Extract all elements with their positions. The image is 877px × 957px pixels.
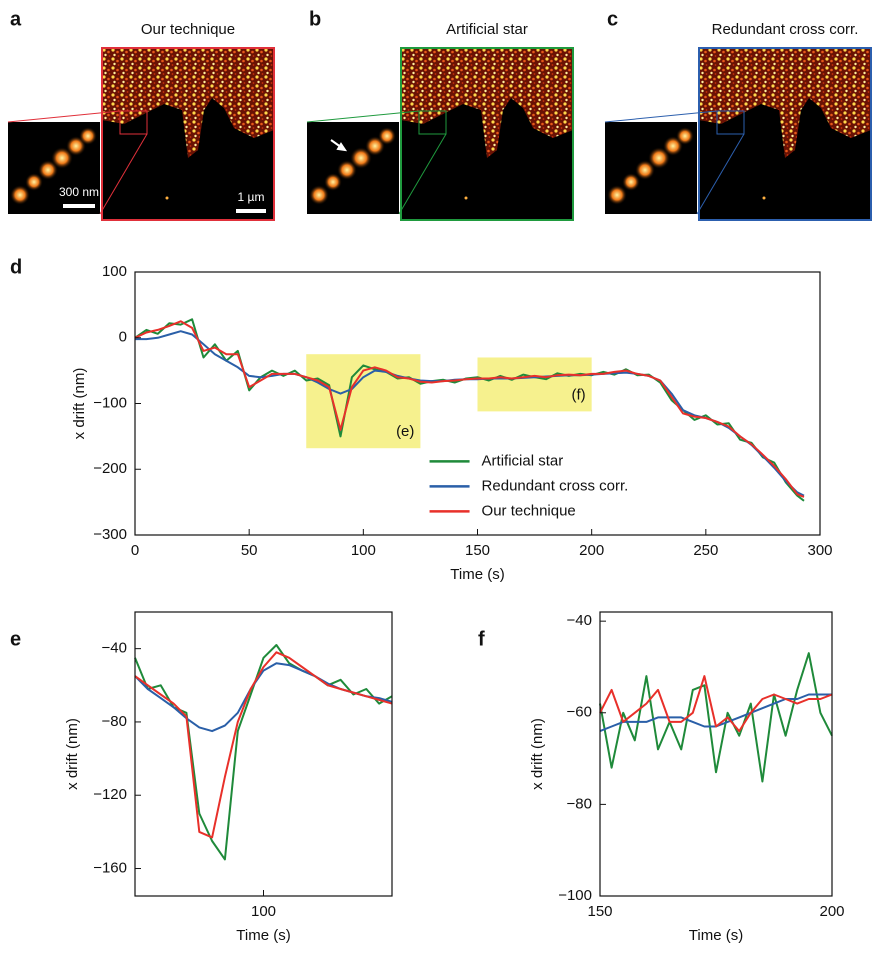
y-tick-label: −120 [93, 786, 127, 803]
data-line [134, 651, 393, 839]
inset-spot [309, 185, 329, 205]
x-axis-label: Time (s) [236, 927, 290, 944]
y-axis-label: x drift (nm) [529, 718, 546, 790]
legend-label: Redundant cross corr. [482, 477, 629, 494]
inset-spot [648, 147, 670, 169]
legend-label: Artificial star [482, 452, 564, 469]
x-tick-label: 250 [693, 542, 718, 559]
cell-spot [165, 196, 169, 200]
x-tick-label: 50 [241, 542, 258, 559]
zoom-line [696, 133, 745, 215]
cell-spot [464, 196, 468, 200]
x-axis-label: Time (s) [689, 927, 743, 944]
inset-spot [324, 173, 342, 191]
panel-label: e [10, 628, 21, 650]
y-axis-label: x drift (nm) [71, 368, 88, 440]
inset-spot [350, 147, 372, 169]
inset-spot [337, 160, 357, 180]
cell-structure [401, 48, 573, 158]
image-border [101, 47, 275, 221]
inset-spot [607, 185, 627, 205]
data-line [134, 644, 393, 861]
panel-label: b [309, 8, 321, 30]
zoom-box [418, 110, 447, 135]
data-line [599, 675, 833, 733]
scale-bar [236, 209, 266, 213]
highlight-region [477, 357, 592, 412]
image-title: Artificial star [446, 21, 528, 38]
y-tick-label: −160 [93, 859, 127, 876]
cell-structure [699, 48, 871, 158]
x-tick-label: 100 [251, 903, 276, 920]
inset-spot [10, 185, 30, 205]
inset-spot [79, 127, 97, 145]
legend-label: Our technique [482, 502, 576, 519]
y-tick-label: 100 [102, 263, 127, 280]
plot-frame [134, 611, 393, 897]
data-line [599, 652, 833, 783]
y-tick-label: −100 [558, 887, 592, 904]
y-tick-label: −80 [567, 795, 592, 812]
inset-spot [676, 127, 694, 145]
inset-spot [51, 147, 73, 169]
x-tick-label: 200 [819, 903, 844, 920]
arrow [330, 139, 348, 152]
panel-label: d [10, 256, 22, 278]
cell-structure [102, 48, 274, 158]
data-line [134, 320, 805, 498]
highlight-label: (f) [571, 386, 585, 403]
image-border [400, 47, 574, 221]
scale-bar-label: 1 µm [238, 190, 265, 204]
y-tick-label: 0 [119, 329, 127, 346]
zoom-line [604, 110, 718, 123]
scale-bar-label: 300 nm [59, 185, 99, 199]
x-tick-label: 100 [351, 542, 376, 559]
scale-bar [63, 204, 95, 208]
inset-spot [622, 173, 640, 191]
inset-spot [635, 160, 655, 180]
zoom-box [119, 110, 148, 135]
zoom-line [99, 133, 148, 215]
x-axis-label: Time (s) [450, 566, 504, 583]
cell-spot [762, 196, 766, 200]
panel-label: f [478, 628, 485, 650]
image-title: Our technique [141, 21, 235, 38]
y-tick-label: −40 [567, 612, 592, 629]
y-tick-label: −300 [93, 526, 127, 543]
panel-label: a [10, 8, 22, 30]
inset-spot [25, 173, 43, 191]
image-title: Redundant cross corr. [712, 21, 859, 38]
x-tick-label: 150 [465, 542, 490, 559]
zoom-line [7, 110, 121, 123]
x-tick-label: 300 [807, 542, 832, 559]
inset-spot [378, 127, 396, 145]
y-tick-label: −80 [102, 713, 127, 730]
y-tick-label: −200 [93, 460, 127, 477]
plot-frame [599, 611, 833, 897]
y-tick-label: −40 [102, 640, 127, 657]
zoom-line [306, 110, 420, 123]
x-tick-label: 0 [131, 542, 139, 559]
zoom-line [398, 133, 447, 215]
highlight-label: (e) [396, 423, 414, 440]
x-tick-label: 200 [579, 542, 604, 559]
data-line [134, 318, 805, 502]
image-border [698, 47, 872, 221]
inset-spot [38, 160, 58, 180]
x-tick-label: 150 [587, 903, 612, 920]
y-tick-label: −60 [567, 704, 592, 721]
y-tick-label: −100 [93, 394, 127, 411]
data-line [135, 330, 805, 497]
panel-label: c [607, 8, 618, 30]
data-line [134, 662, 393, 733]
y-axis-label: x drift (nm) [64, 718, 81, 790]
zoom-box [716, 110, 745, 135]
